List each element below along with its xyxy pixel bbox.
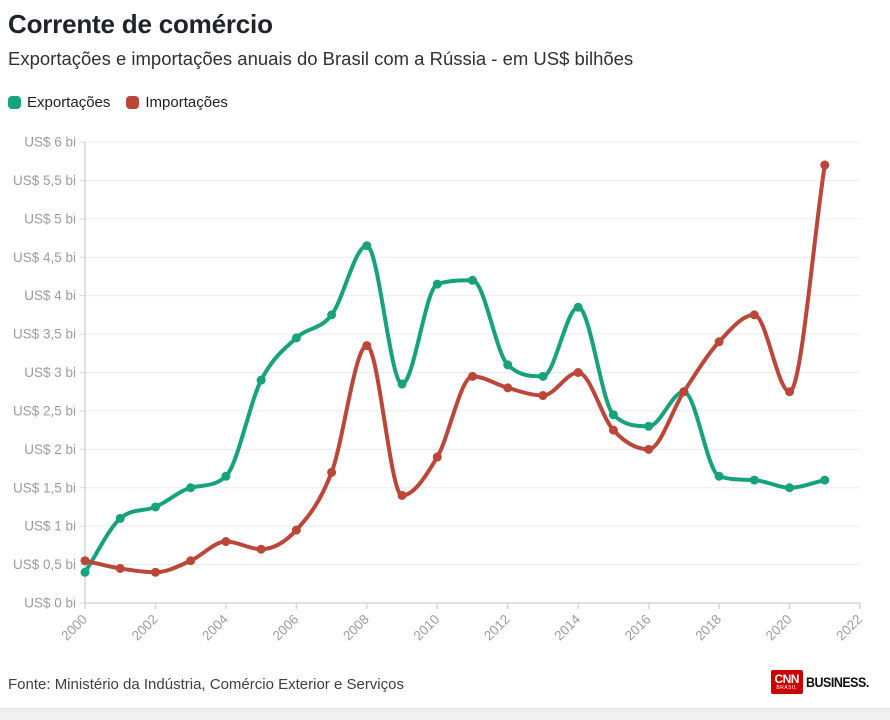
exports-data-point (115, 513, 125, 523)
imports-data-point (291, 525, 301, 535)
cnn-logo-box: CNN BRASIL (770, 670, 803, 694)
y-tick-label: US$ 4 bi (24, 288, 76, 303)
exports-data-point (80, 567, 90, 577)
y-tick-label: US$ 0 bi (24, 596, 76, 611)
imports-data-point (80, 556, 90, 566)
cnn-logo-text: CNN (774, 672, 799, 686)
x-tick-label: 2002 (129, 612, 161, 644)
imports-data-point (397, 490, 407, 500)
imports-data-point (644, 444, 654, 454)
exports-legend-label: Exportações (27, 94, 111, 111)
imports-data-point (186, 556, 196, 566)
exports-data-point (608, 410, 618, 420)
exports-data-point (221, 471, 231, 481)
y-tick-label: US$ 2 bi (24, 442, 76, 457)
page-title: Corrente de comércio (8, 9, 273, 39)
y-tick-label: US$ 0,5 bi (13, 557, 76, 572)
x-tick-label: 2018 (692, 612, 724, 644)
imports-data-point (573, 368, 583, 377)
exports-data-point (327, 310, 337, 320)
x-tick-label: 2014 (551, 611, 583, 643)
x-tick-label: 2000 (58, 612, 90, 644)
exports-data-point (150, 502, 160, 512)
imports-data-point (432, 452, 442, 462)
y-tick-label: US$ 3,5 bi (13, 327, 76, 342)
x-tick-label: 2004 (199, 611, 231, 643)
chart-legend: Exportações Importações (8, 94, 228, 111)
x-tick-label: 2006 (270, 612, 302, 644)
cnn-brasil-text: BRASIL (776, 685, 798, 691)
exports-data-point (256, 375, 266, 385)
imports-series-line (83, 163, 827, 575)
imports-data-point (749, 310, 759, 320)
imports-data-point (820, 160, 830, 170)
x-tick-label: 2008 (340, 612, 372, 644)
cnn-business-logo: CNN BRASIL BUSINESS. (770, 670, 874, 694)
x-tick-label: 2022 (833, 612, 865, 644)
y-tick-label: US$ 4,5 bi (13, 250, 76, 265)
exports-data-point (468, 275, 477, 285)
exports-data-point (538, 371, 548, 381)
y-tick-label: US$ 3 bi (24, 365, 76, 380)
y-tick-label: US$ 1 bi (24, 519, 76, 534)
exports-data-point (186, 483, 196, 493)
exports-data-point (432, 279, 442, 289)
imports-data-point (327, 467, 337, 477)
business-logo-text: BUSINESS. (805, 674, 869, 690)
x-tick-label: 2012 (481, 612, 513, 644)
imports-data-point (468, 371, 477, 381)
imports-data-point (503, 383, 513, 393)
x-tick-label: 2010 (411, 612, 443, 644)
line-chart: US$ 0 bi US$ 0,5 bi US$ 1 bi US$ 1,5 bi US$ … (13, 135, 865, 644)
imports-data-point (714, 337, 724, 347)
chart-footer: Fonte: Ministério da Indústria, Comércio… (0, 668, 890, 702)
imports-data-point (115, 563, 125, 573)
imports-data-point (221, 537, 231, 547)
x-tick-label: 2016 (622, 612, 654, 644)
imports-data-point (150, 567, 160, 577)
y-tick-label: US$ 5 bi (24, 211, 76, 226)
y-tick-label: US$ 6 bi (24, 135, 76, 150)
exports-data-point (644, 421, 654, 431)
y-tick-label: US$ 1,5 bi (13, 480, 76, 495)
imports-data-point (608, 425, 618, 435)
exports-data-point (820, 475, 830, 485)
exports-data-point (573, 302, 583, 312)
imports-data-point (256, 544, 266, 554)
exports-data-point (714, 471, 724, 481)
legend-item-imports: Importações (126, 94, 228, 111)
imports-legend-label: Importações (145, 94, 228, 111)
exports-data-point (362, 241, 372, 251)
source-note: Fonte: Ministério da Indústria, Comércio… (8, 676, 404, 693)
imports-data-point (362, 341, 372, 351)
exports-data-point (503, 360, 513, 370)
x-tick-label: 2020 (763, 612, 795, 644)
page-edge (0, 708, 890, 720)
exports-data-point (397, 379, 407, 389)
exports-color-swatch (8, 96, 21, 109)
chart-subtitle: Exportações e importações anuais do Bras… (8, 48, 634, 69)
legend-item-exports: Exportações (8, 94, 110, 111)
imports-color-swatch (126, 96, 140, 109)
imports-data-point (785, 387, 795, 397)
imports-data-point (679, 387, 689, 397)
y-tick-label: US$ 5,5 bi (13, 173, 76, 188)
exports-data-point (291, 333, 301, 343)
exports-data-point (749, 475, 759, 485)
y-tick-label: US$ 2,5 bi (13, 403, 76, 418)
exports-data-point (785, 483, 795, 493)
imports-data-point (538, 391, 548, 401)
